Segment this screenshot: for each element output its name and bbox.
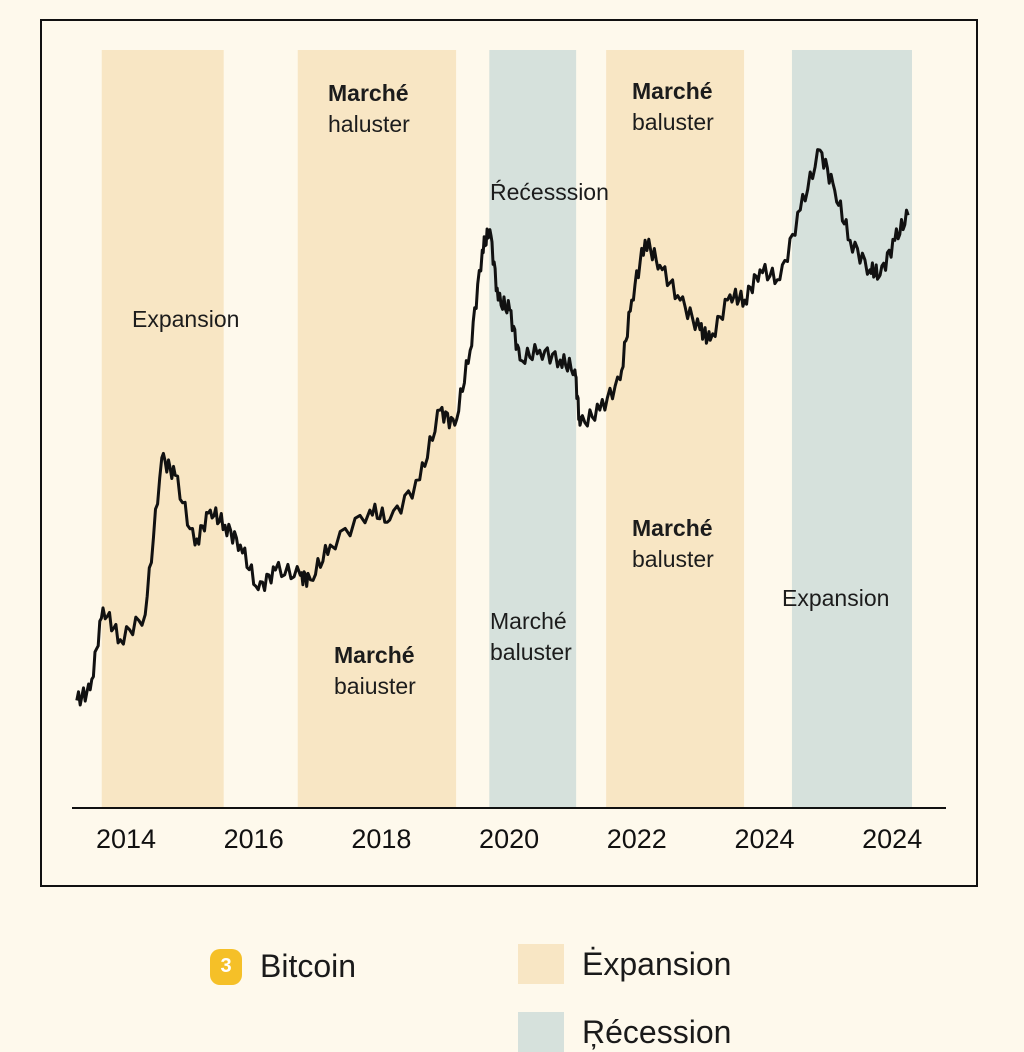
- legend-label: Ėxpansion: [582, 945, 732, 982]
- bitcoin-badge-icon: 3: [210, 948, 242, 985]
- x-tick-label: 2014: [95, 824, 157, 854]
- plot-area: [72, 50, 946, 809]
- x-tick-label: 2020: [479, 824, 540, 854]
- annotation-marche-5: Marché baluster: [490, 608, 572, 665]
- legend-item-expansion: Ėxpansion: [518, 944, 731, 984]
- band-expansion-1: [297, 50, 457, 808]
- x-tick-label: 2024: [862, 824, 923, 854]
- band-recession-2: [489, 50, 577, 808]
- chart-frame: [40, 19, 978, 887]
- x-tick-label: 2022: [606, 824, 667, 854]
- recession-swatch: [518, 1012, 564, 1052]
- legend-item-recession: Ŗécession: [518, 1012, 731, 1052]
- annotation-recession: Ŕećesssion: [490, 179, 609, 205]
- legend-label: Ŗécession: [582, 1013, 732, 1050]
- band-expansion-0: [101, 50, 224, 808]
- x-tick-label: 2024: [734, 824, 795, 854]
- bitcoin-series-line: [75, 148, 910, 707]
- x-tick-label: 2016: [223, 824, 284, 854]
- annotation-marche-1: Marché haluster: [328, 80, 410, 137]
- annotation-expansion-2: Expansion: [782, 585, 890, 611]
- annotation-marche-3: Marché baluster: [632, 78, 714, 135]
- band-expansion-3: [606, 50, 745, 808]
- legend-item-bitcoin: 3 Bitcoin: [210, 948, 356, 985]
- annotation-marche-4: Marché baluster: [632, 515, 714, 572]
- expansion-swatch: [518, 944, 564, 984]
- annotation-marche-2: Marché baiuster: [334, 642, 416, 699]
- legend-label: Bitcoin: [260, 948, 357, 984]
- annotation-expansion-1: Expansion: [132, 306, 240, 332]
- x-tick-label: 2018: [351, 824, 412, 854]
- band-recession-4: [791, 50, 912, 808]
